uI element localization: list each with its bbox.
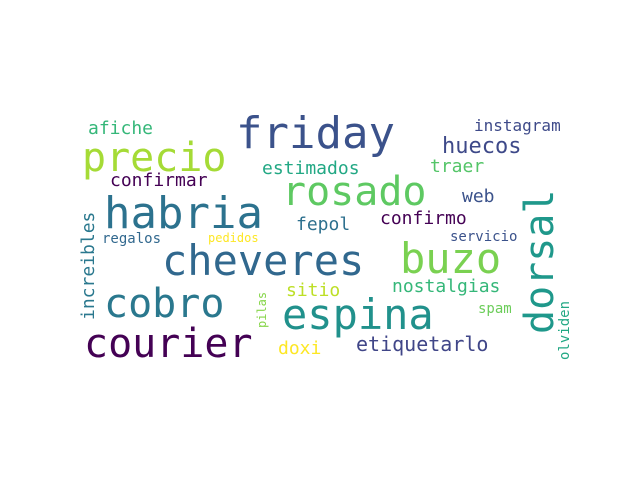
word-habria: habria — [104, 188, 263, 239]
word-buzo: buzo — [400, 234, 502, 283]
word-friday: friday — [236, 108, 395, 159]
word-nostalgias: nostalgias — [392, 276, 501, 297]
word-rosado: rosado — [282, 169, 427, 215]
word-increibles: increibles — [78, 211, 99, 320]
word-regalos: regalos — [102, 231, 162, 247]
word-confirmo: confirmo — [380, 208, 467, 229]
word-pedidos: pedidos — [208, 231, 259, 245]
word-spam: spam — [478, 301, 512, 317]
word-instagram: instagram — [474, 116, 561, 135]
word-cheveres: cheveres — [162, 236, 365, 285]
word-etiquetarlo: etiquetarlo — [356, 332, 489, 356]
word-olviden: olviden — [557, 300, 573, 360]
word-pilas: pilas — [255, 291, 269, 328]
word-huecos: huecos — [442, 134, 522, 159]
word-dorsal: dorsal — [517, 189, 563, 335]
word-doxi: doxi — [278, 338, 322, 359]
word-estimados: estimados — [262, 158, 360, 179]
word-sitio: sitio — [286, 280, 341, 301]
word-fepol: fepol — [296, 214, 351, 235]
word-courier: courier — [84, 321, 253, 367]
word-confirmar: confirmar — [110, 170, 208, 191]
word-web: web — [462, 186, 495, 207]
word-precio: precio — [82, 135, 227, 181]
word-traer: traer — [430, 156, 485, 177]
word-cobro: cobro — [104, 281, 225, 327]
word-afiche: afiche — [88, 118, 154, 139]
word-espina: espina — [282, 290, 434, 339]
word-servicio: servicio — [450, 229, 518, 245]
